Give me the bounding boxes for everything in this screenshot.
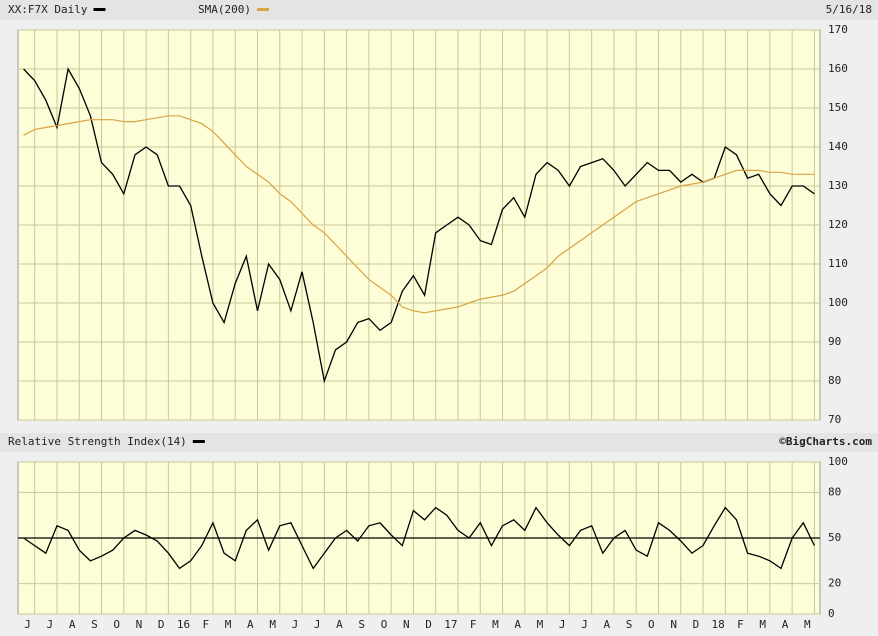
x-tick-label: A [514,618,521,631]
x-tick-label: O [648,618,655,631]
legend-swatch [192,440,205,443]
x-tick-label: M [225,618,232,631]
legend-label: XX:F7X Daily [8,3,88,16]
header-bar [0,0,878,20]
y-tick-label: 160 [828,62,848,75]
x-tick-label: F [737,618,744,631]
x-tick-label: O [381,618,388,631]
x-tick-label: S [626,618,633,631]
y-tick-label: 100 [828,455,848,468]
y-tick-label: 130 [828,179,848,192]
y-tick-label: 170 [828,23,848,36]
credit: ©BigCharts.com [779,435,872,448]
x-tick-label: A [247,618,254,631]
y-tick-label: 70 [828,413,841,426]
x-tick-label: D [693,618,700,631]
series-line [23,115,815,314]
y-tick-label: 120 [828,218,848,231]
y-tick-label: 50 [828,531,841,544]
x-tick-label: M [804,618,811,631]
legend-swatch [256,8,269,11]
x-tick-label: J [314,618,321,631]
x-tick-label: 18 [712,618,725,631]
x-tick-label: A [336,618,343,631]
header-bar [0,433,878,452]
y-tick-label: 20 [828,577,841,590]
x-tick-label: 17 [444,618,457,631]
x-tick-label: D [425,618,432,631]
y-tick-label: 80 [828,374,841,387]
x-tick-label: F [470,618,477,631]
x-tick-label: J [292,618,299,631]
legend-swatch [93,8,106,11]
x-tick-label: J [581,618,588,631]
x-tick-label: M [492,618,499,631]
x-tick-label: A [782,618,789,631]
y-tick-label: 90 [828,335,841,348]
y-tick-label: 140 [828,140,848,153]
x-tick-label: N [136,618,143,631]
legend-label: Relative Strength Index(14) [8,435,187,448]
x-tick-label: N [403,618,410,631]
x-tick-label: O [113,618,120,631]
x-tick-label: S [91,618,98,631]
x-tick-label: J [47,618,54,631]
x-tick-label: F [202,618,209,631]
x-tick-label: A [603,618,610,631]
date-label: 5/16/18 [826,3,872,16]
x-tick-label: J [24,618,31,631]
y-tick-label: 150 [828,101,848,114]
x-tick-label: A [69,618,76,631]
x-tick-label: J [559,618,566,631]
y-tick-label: 110 [828,257,848,270]
x-tick-label: D [158,618,165,631]
series-line [23,67,815,384]
y-tick-label: 80 [828,485,841,498]
x-tick-label: M [759,618,766,631]
x-tick-label: N [670,618,677,631]
y-tick-label: 0 [828,607,835,620]
x-tick-label: 16 [177,618,190,631]
y-tick-label: 100 [828,296,848,309]
x-tick-label: S [358,618,365,631]
x-tick-label: M [537,618,544,631]
series-line [23,506,815,570]
legend-label: SMA(200) [198,3,251,16]
x-tick-label: M [269,618,276,631]
